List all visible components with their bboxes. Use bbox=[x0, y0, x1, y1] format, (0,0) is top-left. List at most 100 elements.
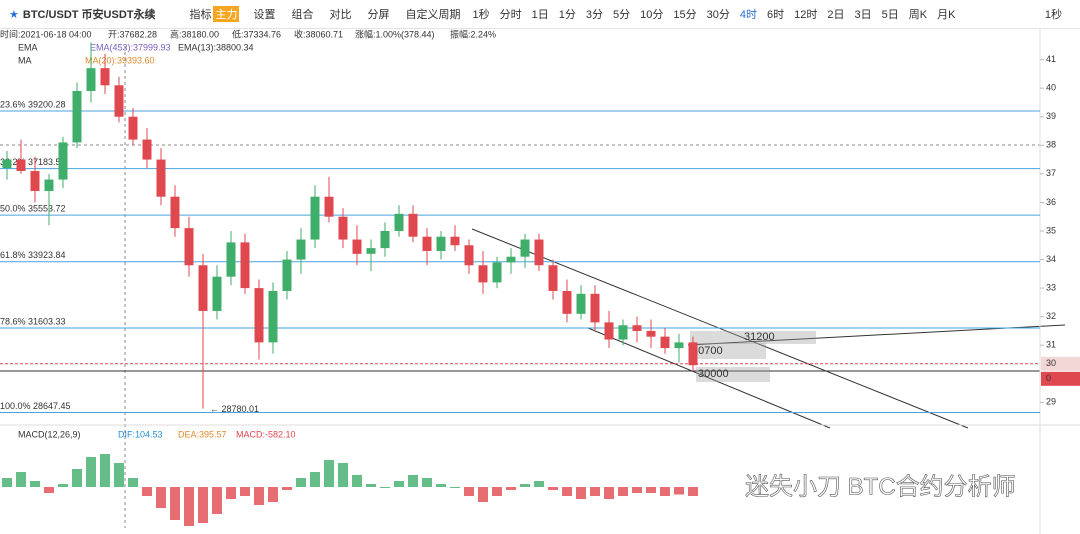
period[interactable]: 4时 bbox=[739, 9, 757, 21]
macd-dea: DEA:395.57 bbox=[178, 429, 227, 439]
period[interactable]: 10分 bbox=[640, 9, 664, 21]
box-label: 30700 bbox=[692, 345, 723, 357]
info-change: 涨幅:1.00%(378.44) bbox=[355, 28, 435, 39]
badge: 主力 bbox=[213, 6, 240, 22]
period[interactable]: 2日 bbox=[827, 9, 845, 21]
candle-body bbox=[534, 239, 544, 266]
fib-label: 23.6% 39200.28 bbox=[0, 99, 66, 109]
periods: 1秒 分时 1日 1分 3分 5分 10分 15分 30分 4时 6时 12时 2日 3日 5日 周K 月K bbox=[462, 6, 955, 22]
candle-body bbox=[604, 322, 614, 340]
indicator[interactable]: 指标 bbox=[189, 9, 212, 21]
macd-bar bbox=[352, 475, 362, 487]
info-close: 收:38060.71 bbox=[294, 28, 343, 39]
macd-value: MACD:-582.10 bbox=[236, 429, 296, 439]
macd-bar bbox=[436, 484, 446, 487]
info-high: 高:38180.00 bbox=[170, 28, 219, 39]
fib-label: 100.0% 28647.45 bbox=[0, 401, 71, 411]
candle-body bbox=[100, 68, 110, 86]
macd-bar bbox=[30, 481, 40, 487]
combo[interactable]: 组合 bbox=[291, 9, 314, 21]
compare[interactable]: 对比 bbox=[329, 9, 352, 21]
box-label: 31200 bbox=[744, 331, 775, 343]
candle-body bbox=[338, 216, 348, 240]
macd-bar bbox=[674, 487, 684, 495]
custom-period[interactable]: 自定义周期 bbox=[405, 9, 461, 21]
ema13: EMA(13):38800.34 bbox=[178, 42, 254, 52]
candle-body bbox=[646, 330, 656, 337]
period[interactable]: 分时 bbox=[499, 9, 522, 21]
macd-label: MACD(12,26,9) bbox=[18, 429, 81, 439]
fib-label: 38.2% 37183.51 bbox=[0, 157, 66, 167]
candle-body bbox=[296, 239, 306, 260]
candle-body bbox=[254, 288, 264, 343]
period[interactable]: 5分 bbox=[612, 9, 631, 21]
macd-bar bbox=[492, 487, 502, 496]
candle-body bbox=[352, 239, 362, 254]
candle-body bbox=[520, 239, 530, 257]
macd-bar bbox=[422, 478, 432, 487]
macd-bar bbox=[520, 484, 530, 487]
candle-body bbox=[16, 159, 26, 171]
period[interactable]: 月K bbox=[937, 9, 956, 21]
candle-body bbox=[408, 213, 418, 237]
period[interactable]: 6时 bbox=[766, 9, 785, 21]
trend-line bbox=[587, 327, 831, 429]
candle-body bbox=[156, 159, 166, 197]
period[interactable]: 3分 bbox=[585, 9, 603, 21]
right-period[interactable]: 1秒 bbox=[1044, 9, 1062, 21]
period[interactable]: 1秒 bbox=[472, 9, 490, 21]
macd-bar bbox=[310, 472, 320, 487]
period[interactable]: 12时 bbox=[794, 9, 818, 21]
info-amplitude: 振幅:2.24% bbox=[450, 28, 496, 39]
price-tick-label: 31 bbox=[1046, 340, 1056, 350]
macd-bar bbox=[296, 478, 306, 487]
settings[interactable]: 设置 bbox=[253, 9, 276, 21]
fib-label: 61.8% 33923.84 bbox=[0, 250, 66, 260]
price-tick-label: 41 bbox=[1046, 54, 1056, 64]
candle-body bbox=[660, 336, 670, 349]
candle-body bbox=[366, 248, 376, 254]
macd-bar bbox=[576, 487, 586, 499]
current-price-sub: 0 bbox=[1046, 373, 1051, 383]
candle-body bbox=[184, 228, 194, 266]
candle-body bbox=[142, 139, 152, 160]
macd-bar bbox=[268, 487, 278, 502]
period[interactable]: 3日 bbox=[854, 9, 872, 21]
candle-body bbox=[548, 265, 558, 291]
symbol[interactable]: BTC/USDT 币安USDT永续 bbox=[22, 9, 156, 21]
split[interactable]: 分屏 bbox=[367, 9, 390, 21]
period[interactable]: 5日 bbox=[881, 9, 899, 21]
candle-body bbox=[506, 256, 516, 263]
candle-body bbox=[310, 196, 320, 240]
macd-bar bbox=[632, 487, 642, 493]
period[interactable]: 周K bbox=[908, 9, 928, 21]
macd-bar bbox=[380, 487, 390, 488]
candle-body bbox=[590, 293, 600, 323]
price-tick-label: 39 bbox=[1046, 111, 1056, 121]
macd-bar bbox=[604, 487, 614, 499]
candle-body bbox=[72, 91, 82, 143]
candle-body bbox=[198, 265, 208, 311]
macd-bar bbox=[548, 487, 558, 490]
info-open: 开:37682.28 bbox=[108, 29, 157, 39]
macd-dif: DIF:104.53 bbox=[118, 429, 163, 439]
period[interactable]: 1分 bbox=[558, 9, 576, 21]
candle-body bbox=[212, 276, 222, 311]
period[interactable]: 30分 bbox=[706, 9, 730, 21]
current-price-badge bbox=[1041, 356, 1080, 371]
macd-bar bbox=[660, 487, 670, 496]
candle-body bbox=[478, 265, 488, 283]
star[interactable]: ★ bbox=[9, 8, 19, 21]
macd-bar bbox=[338, 463, 348, 487]
current-price-badge bbox=[1041, 371, 1080, 386]
candle-body bbox=[576, 293, 586, 314]
candle-body bbox=[492, 262, 502, 283]
watermark: 迷失小刀 BTC合约分析师 bbox=[745, 473, 1016, 500]
period[interactable]: 1日 bbox=[531, 9, 549, 21]
macd-bar bbox=[16, 472, 26, 487]
candle-body bbox=[688, 342, 698, 366]
fib-label: 50.0% 35553.72 bbox=[0, 204, 66, 214]
period[interactable]: 15分 bbox=[673, 9, 697, 21]
macd-bar bbox=[114, 463, 124, 487]
candle-body bbox=[394, 213, 404, 231]
